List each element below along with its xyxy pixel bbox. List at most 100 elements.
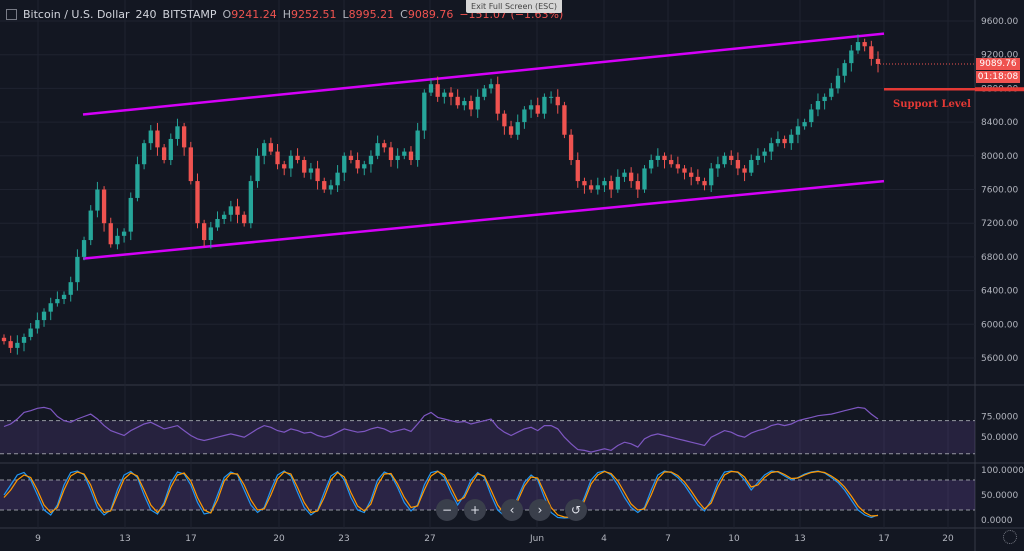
candle-body xyxy=(842,63,847,76)
candle-body xyxy=(695,176,701,182)
rsi-tick-label: 50.0000 xyxy=(981,433,1018,443)
rsi-band xyxy=(0,420,975,454)
settings-gear-icon[interactable] xyxy=(1003,530,1017,544)
candle-body xyxy=(755,155,761,161)
candle-body xyxy=(235,206,240,215)
candle-body xyxy=(735,160,741,169)
candle-body xyxy=(455,96,460,106)
scroll-left-button[interactable]: ‹ xyxy=(501,499,523,521)
candle-body xyxy=(141,143,147,165)
candle-body xyxy=(475,96,480,110)
interval: 240 xyxy=(135,7,157,21)
candle-body xyxy=(75,256,80,283)
candle-body xyxy=(548,96,554,98)
candle-body xyxy=(649,160,654,169)
candle-body xyxy=(28,328,33,337)
candle-body xyxy=(155,130,160,148)
candle-body xyxy=(795,126,801,135)
candle-body xyxy=(295,155,300,161)
candle-body xyxy=(588,185,594,190)
x-tick-label: 13 xyxy=(794,534,805,544)
candle-body xyxy=(435,84,440,97)
candle-body xyxy=(809,109,814,123)
candle-body xyxy=(495,84,500,114)
chart-legend-header: Bitcoin / U.S. Dollar 240 BITSTAMP O9241… xyxy=(6,6,563,22)
candle-body xyxy=(875,58,881,64)
last-price-badge: 9089.76 xyxy=(976,58,1020,70)
x-tick-label: 20 xyxy=(273,534,285,544)
x-tick-label: 27 xyxy=(424,534,435,544)
candle-body xyxy=(228,206,233,215)
x-tick-label: 17 xyxy=(185,534,196,544)
exit-fullscreen-button[interactable]: Exit Full Screen (ESC) xyxy=(466,0,562,13)
candle-body xyxy=(362,164,367,169)
candle-body xyxy=(61,294,67,300)
candle-body xyxy=(628,172,634,182)
candle-body xyxy=(615,176,620,190)
candle-body xyxy=(582,181,587,186)
candle-body xyxy=(622,172,627,177)
low-label: L xyxy=(342,7,349,21)
candle-body xyxy=(468,101,474,110)
close-label: C xyxy=(400,7,408,21)
x-tick-label: 4 xyxy=(601,534,607,544)
y-tick-label: 7600.00 xyxy=(981,186,1018,196)
candle-body xyxy=(208,227,213,241)
zoom-in-button[interactable]: + xyxy=(464,499,486,521)
candle-body xyxy=(101,189,107,224)
candle-body xyxy=(188,147,193,182)
candle-body xyxy=(575,160,580,182)
candle-body xyxy=(642,168,647,190)
reset-chart-button[interactable]: ↺ xyxy=(565,499,587,521)
scroll-right-button[interactable]: › xyxy=(529,499,551,521)
candle-body xyxy=(542,96,547,114)
x-tick-label: 13 xyxy=(119,534,130,544)
zoom-out-button[interactable]: − xyxy=(436,499,458,521)
candle-body xyxy=(215,218,220,228)
candle-body xyxy=(348,155,354,161)
candle-body xyxy=(535,105,540,114)
candle-body xyxy=(41,311,47,321)
candle-body xyxy=(415,130,420,161)
collapse-icon[interactable] xyxy=(6,8,17,20)
y-tick-label: 8400.00 xyxy=(981,118,1018,128)
x-tick-label: 23 xyxy=(338,534,349,544)
candle-body xyxy=(275,151,280,165)
candle-body xyxy=(88,210,93,241)
candle-body xyxy=(775,138,781,144)
candle-body xyxy=(835,75,841,89)
candle-body xyxy=(669,160,674,165)
candle-body xyxy=(161,147,167,161)
support-level-label: Support Level xyxy=(893,99,971,110)
candle-body xyxy=(709,168,714,186)
candle-body xyxy=(21,336,27,343)
high-value: 9252.51 xyxy=(291,7,337,21)
candle-body xyxy=(815,101,821,110)
candle-body xyxy=(322,181,327,190)
stoch-tick-label: 50.0000 xyxy=(981,491,1018,501)
candle-body xyxy=(388,147,394,161)
symbol-name: Bitcoin / U.S. Dollar xyxy=(23,7,130,21)
candle-body xyxy=(508,126,514,135)
bar-countdown-badge: 01:18:08 xyxy=(976,71,1020,83)
exchange: BITSTAMP xyxy=(162,7,217,21)
candle-body xyxy=(502,113,507,127)
y-tick-label: 9200.00 xyxy=(981,51,1018,61)
candle-body xyxy=(355,160,360,169)
rsi-line xyxy=(3,406,879,453)
candle-body xyxy=(849,50,854,64)
candle-body xyxy=(121,231,127,236)
candle-body xyxy=(48,303,53,312)
y-tick-label: 6800.00 xyxy=(981,253,1018,263)
candle-body xyxy=(195,181,200,224)
candle-body xyxy=(128,197,133,232)
candle-body xyxy=(402,151,407,156)
candle-body xyxy=(562,105,567,135)
candle-body xyxy=(342,155,347,173)
candle-body xyxy=(822,96,827,102)
candle-body xyxy=(395,155,400,161)
candle-body xyxy=(328,185,334,190)
candle-body xyxy=(662,155,667,161)
y-tick-label: 6400.00 xyxy=(981,287,1018,297)
